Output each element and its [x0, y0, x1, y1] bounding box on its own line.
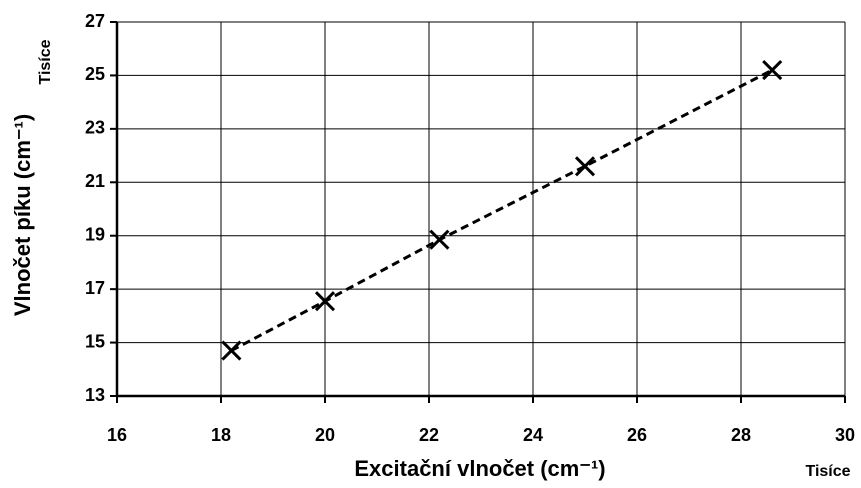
- point-marker: [314, 291, 336, 312]
- y-axis-title: Vlnočet píku (cm⁻¹): [10, 114, 35, 316]
- y-tick-label: 19: [85, 224, 105, 244]
- x-tick-label: 20: [315, 425, 335, 445]
- x-tick-label: 16: [107, 425, 127, 445]
- trend-line: [230, 68, 773, 352]
- y-tick-label: 25: [85, 64, 105, 84]
- y-tick-label: 21: [85, 171, 105, 191]
- x-tick-label: 28: [731, 425, 751, 445]
- point-marker: [762, 60, 783, 81]
- x-tick-label: 26: [627, 425, 647, 445]
- y-unit-label: Tisíce: [37, 39, 54, 84]
- point-marker: [429, 229, 450, 250]
- x-axis-title: Excitační vlnočet (cm⁻¹): [354, 456, 605, 481]
- y-tick-label: 13: [85, 385, 105, 405]
- y-tick-label: 23: [85, 118, 105, 138]
- y-tick-label: 27: [85, 11, 105, 31]
- x-tick-label: 18: [211, 425, 231, 445]
- x-unit-label: Tisíce: [805, 463, 850, 480]
- point-marker: [574, 156, 596, 177]
- x-tick-label: 30: [835, 425, 855, 445]
- y-tick-label: 15: [85, 331, 105, 351]
- y-tick-label: 17: [85, 278, 105, 298]
- x-tick-label: 24: [523, 425, 543, 445]
- point-marker: [221, 340, 242, 361]
- x-tick-label: 22: [419, 425, 439, 445]
